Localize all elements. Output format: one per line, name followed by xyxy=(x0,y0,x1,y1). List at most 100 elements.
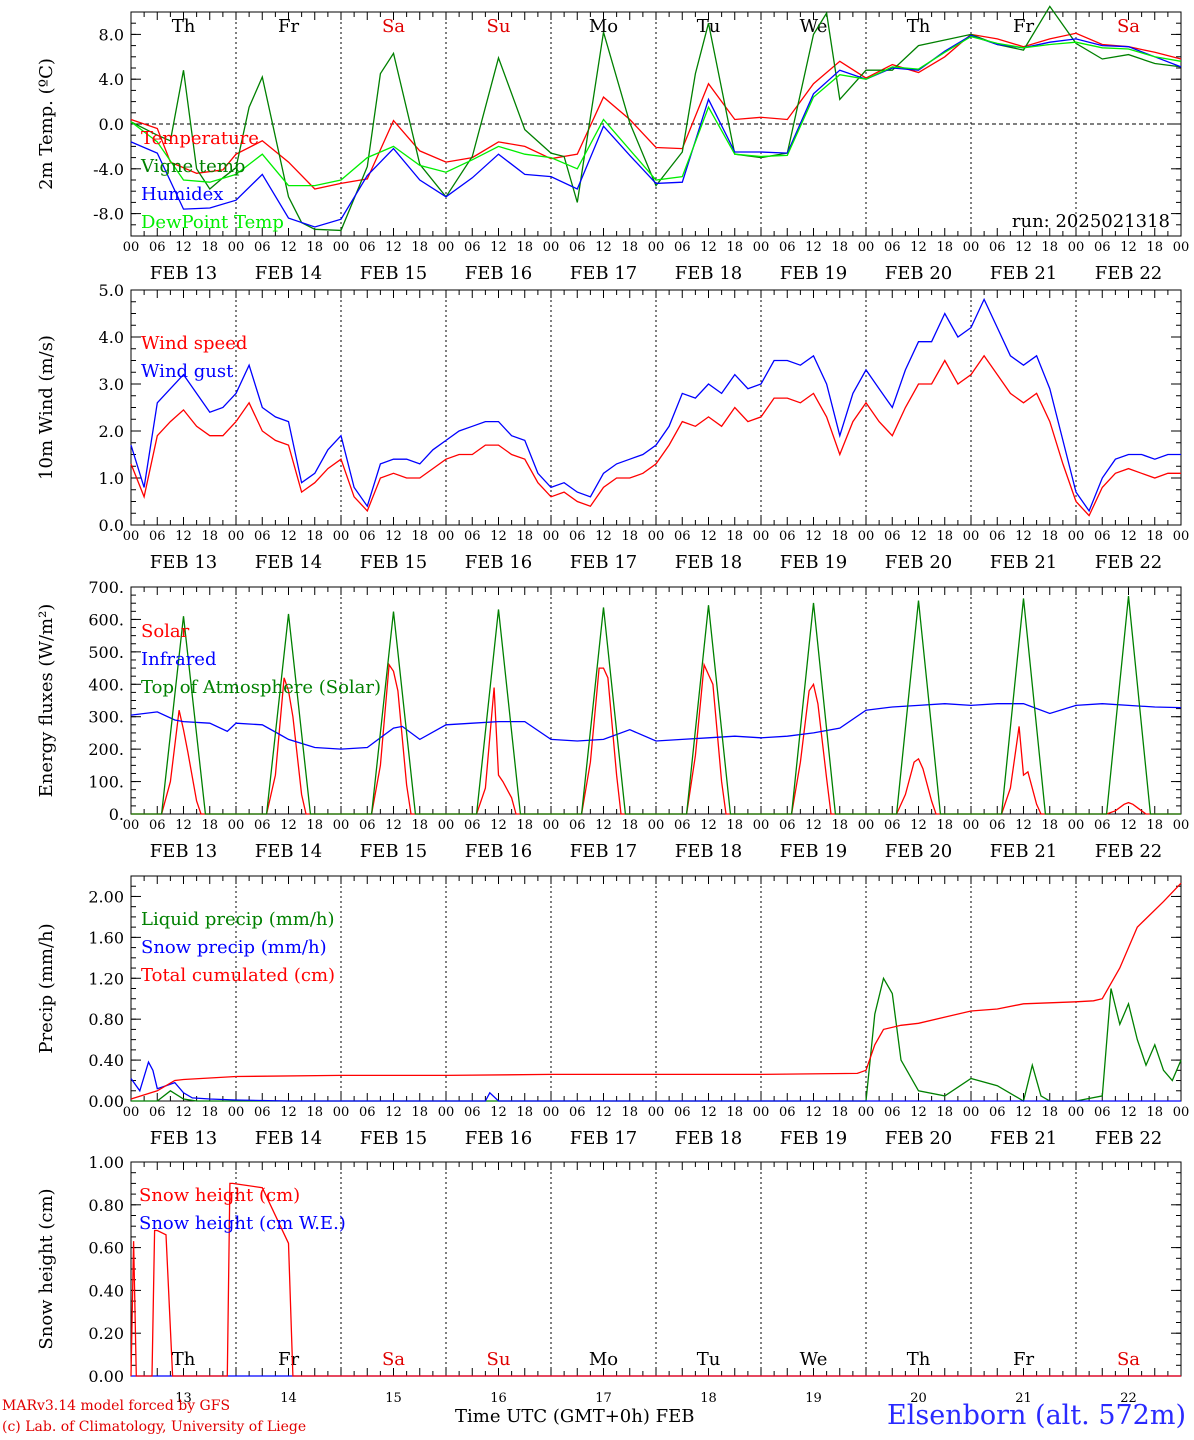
date-label: FEB 17 xyxy=(570,841,637,862)
day-of-week-label: Fr xyxy=(278,16,299,37)
date-label: FEB 18 xyxy=(675,841,742,862)
day-of-week-label: Sa xyxy=(382,1349,405,1370)
date-label: FEB 15 xyxy=(360,263,427,284)
hour-label: 18 xyxy=(1041,529,1058,544)
y-tick-label: 100. xyxy=(88,773,124,792)
y-tick-label: 0.0 xyxy=(99,115,124,134)
hour-label: 12 xyxy=(280,240,297,255)
hour-label: 00 xyxy=(858,818,875,833)
x-axis-title: Time UTC (GMT+0h) FEB xyxy=(455,1406,695,1427)
legend-entry: Snow height (cm W.E.) xyxy=(139,1213,346,1234)
panel-4: 0.00 0.40 0.80 1.20 1.60 2.00 Precip (mm/h) 00 0… xyxy=(36,875,1190,1149)
y-tick-label: 0.80 xyxy=(88,1196,124,1215)
y-tick-label: 0.60 xyxy=(88,1239,124,1258)
credit-line-1: MARv3.14 model forced by GFS xyxy=(2,1398,231,1414)
legend-entry: DewPoint Temp xyxy=(141,212,284,233)
hour-label: 06 xyxy=(989,240,1006,255)
hour-label: 06 xyxy=(464,818,481,833)
y-tick-label: 0.40 xyxy=(88,1051,124,1070)
y-tick-label: 2.0 xyxy=(99,422,124,441)
day-of-week-label: We xyxy=(800,1349,828,1370)
hour-label: 06 xyxy=(1094,529,1111,544)
hour-label: 00 xyxy=(333,818,350,833)
hour-label: 18 xyxy=(516,240,533,255)
y-tick-label: 0.00 xyxy=(88,1092,124,1111)
hour-label: 12 xyxy=(1015,240,1032,255)
hour-label: 06 xyxy=(149,240,166,255)
hour-label: 12 xyxy=(490,818,507,833)
hour-label: 06 xyxy=(359,818,376,833)
date-label: FEB 18 xyxy=(675,1128,742,1149)
hour-label: 00 xyxy=(858,240,875,255)
legend-entry: Humidex xyxy=(141,184,223,205)
hour-label: 06 xyxy=(884,529,901,544)
hour-label: 00 xyxy=(753,818,770,833)
hour-label: 00 xyxy=(438,818,455,833)
hour-label: 06 xyxy=(1094,240,1111,255)
hour-label: 00 xyxy=(648,529,665,544)
date-label: FEB 21 xyxy=(990,1128,1057,1149)
hour-label: 06 xyxy=(674,240,691,255)
date-label: FEB 13 xyxy=(150,841,217,862)
y-tick-label: 4.0 xyxy=(99,70,124,89)
hour-label: 18 xyxy=(411,529,428,544)
hour-label: 18 xyxy=(306,529,323,544)
hour-label: 06 xyxy=(674,529,691,544)
hour-label: 00 xyxy=(543,1105,560,1120)
legend-entry: Temperature xyxy=(141,128,259,149)
hour-label: 12 xyxy=(910,818,927,833)
hour-label: 00 xyxy=(1173,1105,1190,1120)
date-label: FEB 20 xyxy=(885,1128,952,1149)
hour-label: 06 xyxy=(149,1105,166,1120)
hour-label: 18 xyxy=(516,1105,533,1120)
hour-label: 00 xyxy=(648,240,665,255)
y-tick-label: 300. xyxy=(88,708,124,727)
hour-label: 00 xyxy=(648,818,665,833)
day-number-label: 20 xyxy=(910,1391,927,1406)
hour-label: 00 xyxy=(1173,818,1190,833)
series-line-wind-gust xyxy=(130,297,1181,513)
hour-label: 18 xyxy=(726,818,743,833)
hour-label: 00 xyxy=(333,529,350,544)
hour-label: 06 xyxy=(149,529,166,544)
hour-label: 06 xyxy=(779,1105,796,1120)
date-label: FEB 18 xyxy=(675,263,742,284)
day-of-week-label: Mo xyxy=(589,1349,618,1370)
hour-label: 00 xyxy=(123,818,140,833)
hour-label: 18 xyxy=(936,1105,953,1120)
y-tick-label: 1.20 xyxy=(88,969,124,988)
day-number-label: 17 xyxy=(595,1391,612,1406)
series-line-vigne-temp xyxy=(130,5,1182,232)
hour-label: 18 xyxy=(1041,818,1058,833)
legend-entry: Snow precip (mm/h) xyxy=(141,937,327,958)
legend-entry: Infrared xyxy=(141,649,216,670)
day-of-week-label: Th xyxy=(172,16,196,37)
hour-label: 00 xyxy=(438,529,455,544)
hour-label: 12 xyxy=(1015,818,1032,833)
hour-label: 12 xyxy=(280,529,297,544)
panel-5: 0.00 0.20 0.40 0.60 0.80 1.00 Snow height (cm)… xyxy=(36,1153,1182,1406)
y-tick-label: 400. xyxy=(88,675,124,694)
hour-label: 12 xyxy=(280,1105,297,1120)
date-label: FEB 14 xyxy=(255,552,322,573)
legend-entry: Vigne temp xyxy=(140,156,245,177)
day-number-label: 15 xyxy=(385,1391,402,1406)
hour-label: 06 xyxy=(359,240,376,255)
series-line-humidex xyxy=(130,34,1182,228)
hour-label: 12 xyxy=(490,240,507,255)
hour-label: 12 xyxy=(595,1105,612,1120)
date-label: FEB 17 xyxy=(570,1128,637,1149)
hour-label: 12 xyxy=(700,1105,717,1120)
date-label: FEB 15 xyxy=(360,552,427,573)
y-tick-label: 1.0 xyxy=(99,469,124,488)
hour-label: 06 xyxy=(779,818,796,833)
day-number-label: 18 xyxy=(700,1391,717,1406)
panel-2: 0.0 1.0 2.0 3.0 4.0 5.0 10m Wind (m/s) 00 06 12 18… xyxy=(36,281,1189,573)
hour-label: 12 xyxy=(385,529,402,544)
hour-label: 00 xyxy=(753,1105,770,1120)
hour-label: 18 xyxy=(936,818,953,833)
hour-label: 12 xyxy=(910,529,927,544)
hour-label: 06 xyxy=(464,529,481,544)
hour-label: 06 xyxy=(254,818,271,833)
hour-label: 12 xyxy=(700,240,717,255)
